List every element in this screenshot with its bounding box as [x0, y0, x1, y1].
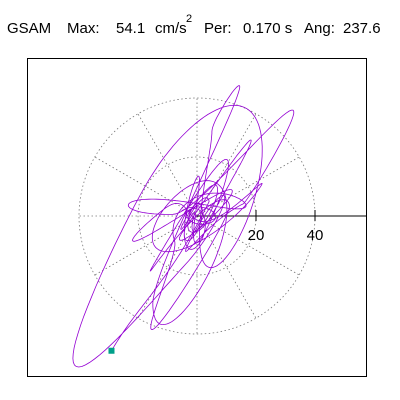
- period-label: Per:: [204, 20, 232, 37]
- grid-spoke-150: [94, 156, 198, 217]
- grid-spoke-120: [137, 113, 198, 217]
- chart-title: GSAM: [7, 20, 52, 37]
- radial-ticks: 20 40: [248, 210, 324, 244]
- grid-spoke-240: [137, 215, 198, 319]
- tick-label-20: 20: [248, 227, 265, 244]
- peak-marker: [108, 347, 115, 354]
- max-label: Max:: [67, 20, 100, 37]
- chart-header: GSAM Max: 54.1 cm/s 2 Per: 0.170 s Ang: …: [0, 14, 400, 44]
- angle-value: 237.6: [343, 20, 381, 37]
- orbit-trace: [72, 85, 295, 368]
- period-value: 0.170 s: [243, 20, 293, 37]
- orbit-path: [72, 85, 295, 368]
- max-unit: cm/s: [155, 20, 187, 37]
- angle-label: Ang:: [304, 20, 335, 37]
- max-unit-exponent: 2: [186, 13, 193, 25]
- peak-marker-group: [108, 347, 115, 354]
- tick-label-40: 40: [307, 227, 324, 244]
- plot-frame: [27, 58, 367, 377]
- max-value: 54.1: [116, 20, 146, 37]
